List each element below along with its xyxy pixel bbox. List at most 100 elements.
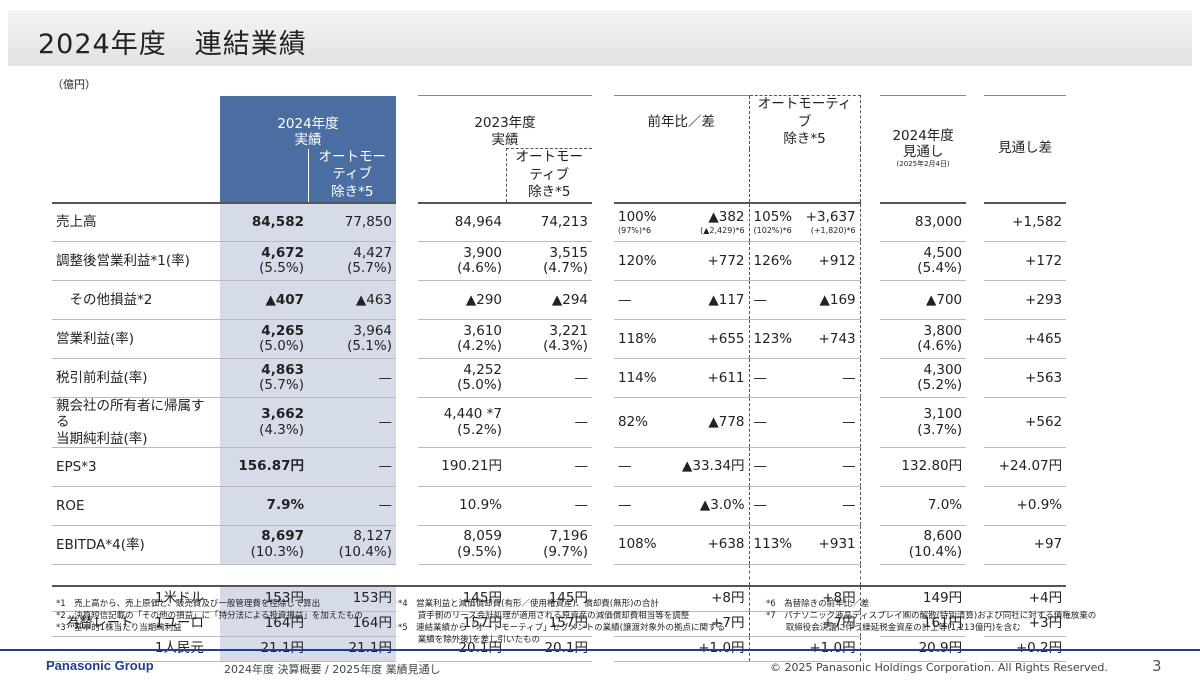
footer-divider [0,649,1200,651]
footnote: *3 基本的1株当たり当期純利益 [56,623,182,633]
value: 8,059 [463,528,502,545]
yoy-ex-pct: — [753,369,768,386]
vs-forecast: +562 [1025,413,1063,430]
value: 149円 [922,590,963,607]
fy2023-actual: 145円 [418,586,506,612]
row-label-cell: 売上高 [52,201,220,243]
yoy-ex-pct: 126% [753,252,793,269]
ratio: (3.7%) [917,421,963,438]
header-yoy: 前年比／差 [614,94,750,149]
ratio: (10.4%) [338,543,392,560]
ratio: (4.2%) [457,338,502,355]
value: +7円 [822,615,856,632]
fy2023-actual: 8,059 (9.5%) [418,525,506,565]
spacer [966,564,984,586]
header-fy2023-ex-label: オートモーティブ 除き*5 [515,149,584,201]
fx-row: 1米ドル 153円 153円 145円 145円 +8円 +8円 149円 +4円 [52,586,1067,612]
row-label: 売上高 [56,214,97,231]
vs-forecast: +3円 [984,611,1067,637]
fy2023-ex-auto: 3,515 (4.7%) [506,241,592,282]
value: 74,213 [540,213,588,230]
yoy-diff: +638 [678,525,750,565]
yoy-diff: ▲33.34円 [682,458,745,475]
vs-forecast: +465 [1025,330,1063,347]
spacer [592,203,614,242]
yoy-diff: ▲33.34円 [678,447,750,487]
spacer [396,447,418,486]
yoy-ex-diff: +3,637 [805,209,856,226]
yoy-ex-diff: — [842,369,856,386]
yoy-ex-pct: — [753,458,768,475]
fy2023-ex-auto: — [506,447,592,487]
value: 21.1円 [260,640,304,656]
value: 7.0% [927,497,963,514]
yoy-ex-pct: 105% [753,209,793,226]
yoy-pct: 100% [618,209,657,226]
row-label: ROE [56,497,85,514]
yoy-pct: 100% (97%)*6 [614,201,678,243]
vs-forecast-cell: +97 [984,525,1067,565]
value: 20.1円 [544,640,588,656]
yoy-diff: ▲117 [678,280,750,321]
fy2024-ex-auto: 4,427 (5.7%) [308,241,396,282]
spacer [860,486,880,525]
value: 161円 [922,615,963,632]
fy2023-actual: 3,900 (4.6%) [418,241,506,282]
fy2023-ex-auto: 145円 [506,586,592,612]
fy2024-actual: ▲407 [220,280,308,321]
vs-forecast: +563 [1025,369,1063,386]
fy2024-ex-auto: 77,850 [308,201,396,243]
fy2024-actual: 4,672 (5.5%) [220,241,308,282]
yoy-pct: 114% [614,358,678,399]
ratio: (4.6%) [917,338,963,355]
header-fy2023-label: 2023年度 実績 [474,115,536,148]
row-label: EPS*3 [56,458,97,475]
vs-forecast-cell: +293 [984,280,1067,321]
row-label-cell: 営業利益(率) [52,319,220,360]
yoy-ex-diff: +3,637 (+1,820)*6 [796,201,861,243]
row-label-cell: 調整後営業利益*1(率) [52,241,220,282]
value: +1.0円 [809,640,855,656]
value: +7円 [711,615,745,632]
yoy-diff-note: (▲2,429)*6 [700,225,745,235]
fy2023-actual: 157円 [418,611,506,637]
spacer [860,281,880,320]
yoy-diff: +772 [678,241,750,282]
spacer [860,447,880,486]
fy2023-ex-auto: ▲294 [506,280,592,321]
yoy-pct: 108% [614,525,678,565]
spacer [860,564,880,586]
value: — [574,369,589,386]
ratio: (5.2%) [457,421,502,438]
results-table: 2024年度 実績 2023年度 実績 前年比／差 オートモーティブ 除き*5 … [52,94,1067,662]
fy2024-actual: 84,582 [220,201,308,243]
fy2023-actual: 4,440 *7 (5.2%) [418,397,506,448]
yoy-diff: ▲117 [708,291,745,308]
currency-label: 1米ドル [154,590,204,607]
value: 153円 [352,590,392,607]
yoy-ex-diff: ▲169 [796,280,861,321]
value: — [378,413,393,430]
header-fy2023-ex: オートモーティブ 除き*5 [505,148,592,204]
ratio: (10.4%) [908,543,963,560]
value: 164円 [352,615,392,632]
spacer [396,486,418,525]
ratio: (5.4%) [917,260,963,277]
spacer [52,564,220,586]
spacer [396,281,418,320]
spacer [678,564,749,586]
yoy-ex-pct: — [748,447,797,487]
yoy-pct [614,611,678,637]
fx-label-cell: 為替レート 1ユーロ [52,611,220,637]
yoy-ex-pct: 123% [748,319,797,360]
value: 145円 [548,590,588,607]
fy2024-ex-auto: — [308,486,396,526]
spacer [220,564,308,586]
footnote: *7 パナソニック液晶ディスプレイ㈱の解散(特別清算)および同社に対する債権放棄… [766,611,1097,621]
yoy-ex-pct-note: (102%)*6 [753,225,792,235]
fx-row: 為替レート 1ユーロ 164円 164円 157円 157円 +7円 +7円 161円 +3円 [52,611,1067,637]
value: +8円 [822,590,856,607]
ratio: (5.7%) [259,377,304,394]
fy2024-actual: 156.87円 [220,447,308,487]
